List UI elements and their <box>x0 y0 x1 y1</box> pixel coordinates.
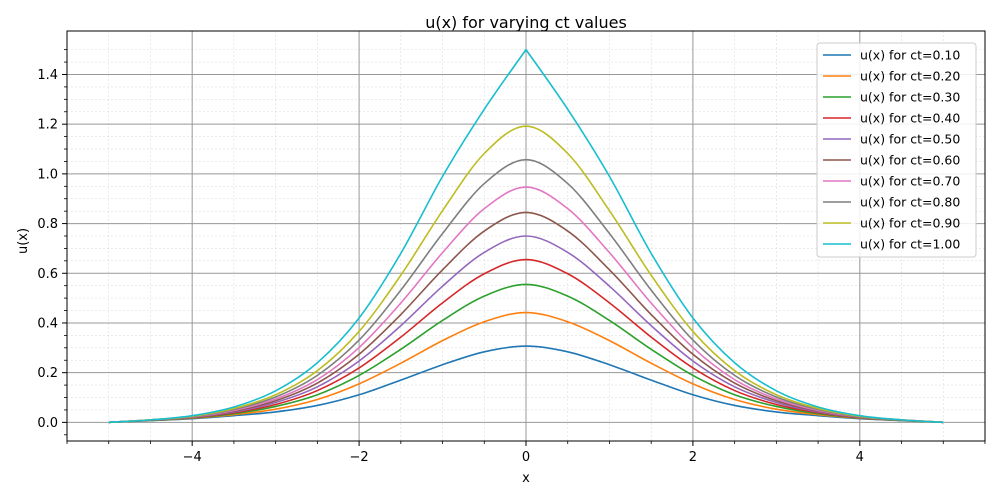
y-tick-label: 0.8 <box>37 217 58 232</box>
legend-label: u(x) for ct=0.40 <box>860 111 960 126</box>
y-tick-label: 0.4 <box>37 316 58 331</box>
series-line <box>108 48 944 424</box>
series-line <box>108 186 944 424</box>
x-tick-label: −4 <box>183 450 202 465</box>
y-tick-label: 0.0 <box>37 416 58 431</box>
x-axis-ticks: −4 −2 0 2 4 <box>66 441 986 465</box>
series-line <box>108 258 944 424</box>
series-line <box>108 125 944 424</box>
series-line <box>108 158 944 424</box>
x-axis-label: x <box>522 471 530 486</box>
y-axis-ticks: 0.0 0.2 0.4 0.6 0.8 1.0 1.2 1.4 <box>37 49 67 436</box>
series-line <box>108 311 944 424</box>
series-line <box>108 345 944 424</box>
x-tick-label: −2 <box>350 450 369 465</box>
legend-label: u(x) for ct=0.20 <box>860 69 960 84</box>
y-tick-label: 0.2 <box>37 366 58 381</box>
y-tick-label: 1.4 <box>37 68 58 83</box>
legend-label: u(x) for ct=0.90 <box>860 216 960 231</box>
legend-label: u(x) for ct=0.50 <box>860 132 960 147</box>
legend-label: u(x) for ct=0.70 <box>860 174 960 189</box>
y-tick-label: 0.6 <box>37 267 58 282</box>
legend-label: u(x) for ct=0.10 <box>860 48 960 63</box>
chart-title: u(x) for varying ct values <box>425 13 627 32</box>
series-line <box>108 211 944 424</box>
y-axis-label: u(x) <box>16 228 31 254</box>
legend-label: u(x) for ct=1.00 <box>860 237 960 252</box>
legend-label: u(x) for ct=0.60 <box>860 153 960 168</box>
legend-label: u(x) for ct=0.80 <box>860 195 960 210</box>
series-lines <box>108 48 944 424</box>
x-tick-label: 4 <box>856 450 864 465</box>
x-tick-label: 2 <box>689 450 697 465</box>
y-tick-label: 1.2 <box>37 118 58 133</box>
legend: u(x) for ct=0.10 u(x) for ct=0.20 u(x) for… <box>816 42 977 258</box>
legend-label: u(x) for ct=0.30 <box>860 90 960 105</box>
legend-box <box>816 42 977 258</box>
y-tick-label: 1.0 <box>37 167 58 182</box>
x-tick-label: 0 <box>522 450 530 465</box>
series-line <box>108 283 944 424</box>
series-line <box>108 235 944 424</box>
